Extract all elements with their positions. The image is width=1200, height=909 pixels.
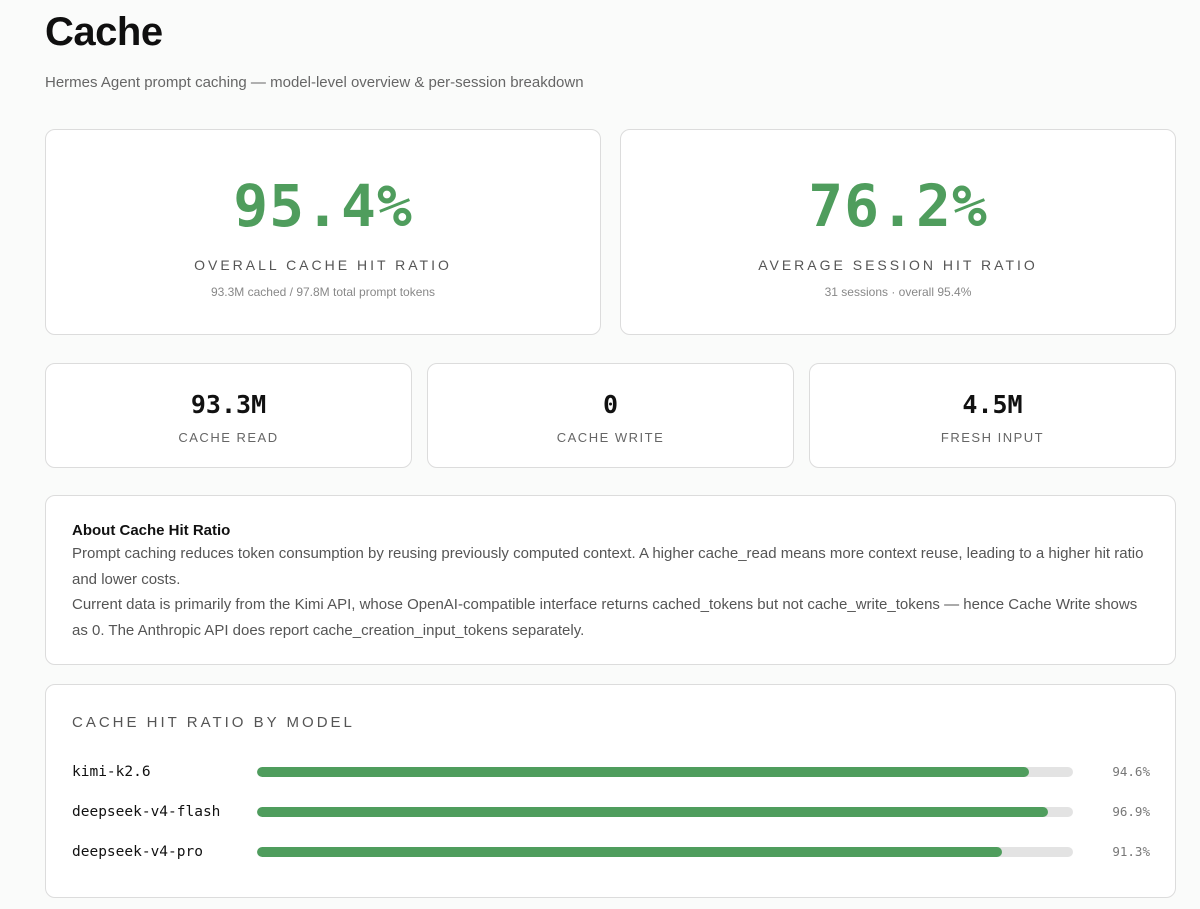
overall-hit-ratio-detail: 93.3M cached / 97.8M total prompt tokens (210, 285, 436, 299)
cache-write-value: 0 (602, 390, 619, 419)
fresh-input-value: 4.5M (962, 390, 1023, 419)
page-title: Cache (45, 10, 163, 54)
fresh-input-label: FRESH INPUT (940, 430, 1045, 445)
hit-ratio-bar-track (257, 767, 1073, 777)
session-hit-ratio-card: 76.2% AVERAGE SESSION HIT RATIO 31 sessi… (620, 129, 1176, 335)
hit-ratio-bar-track (257, 847, 1073, 857)
hit-ratio-percent: 91.3% (1112, 844, 1150, 859)
about-body: Prompt caching reduces token consumption… (72, 541, 1151, 643)
overall-hit-ratio-value: 95.4% (233, 172, 413, 240)
cache-write-label: CACHE WRITE (556, 430, 665, 445)
cache-read-label: CACHE READ (178, 430, 279, 445)
about-title: About Cache Hit Ratio (72, 522, 231, 539)
hit-ratio-bar-track (257, 807, 1073, 817)
model-name: deepseek-v4-pro (72, 844, 203, 860)
about-paragraph: Current data is primarily from the Kimi … (72, 596, 1138, 639)
session-hit-ratio-detail: 31 sessions · overall 95.4% (824, 285, 972, 299)
page-subtitle: Hermes Agent prompt caching — model-leve… (45, 74, 584, 91)
session-hit-ratio-value: 76.2% (808, 172, 988, 240)
cache-write-card: 0 CACHE WRITE (427, 363, 794, 468)
overall-hit-ratio-card: 95.4% OVERALL CACHE HIT RATIO 93.3M cach… (45, 129, 601, 335)
cache-read-card: 93.3M CACHE READ (45, 363, 412, 468)
hit-ratio-bar (257, 847, 1002, 857)
model-row: deepseek-v4-pro 91.3% (46, 841, 1175, 863)
about-paragraph: Prompt caching reduces token consumption… (72, 545, 1144, 588)
session-hit-ratio-label: AVERAGE SESSION HIT RATIO (758, 257, 1038, 273)
hit-ratio-bar (257, 807, 1048, 817)
overall-hit-ratio-label: OVERALL CACHE HIT RATIO (194, 257, 452, 273)
hit-ratio-percent: 94.6% (1112, 764, 1150, 779)
about-cache-hit-ratio-card: About Cache Hit Ratio Prompt caching red… (45, 495, 1176, 665)
model-row: kimi-k2.6 94.6% (46, 761, 1175, 783)
fresh-input-card: 4.5M FRESH INPUT (809, 363, 1176, 468)
hit-ratio-by-model-title: CACHE HIT RATIO BY MODEL (72, 714, 355, 731)
model-row: deepseek-v4-flash 96.9% (46, 801, 1175, 823)
model-name: deepseek-v4-flash (72, 804, 221, 820)
hit-ratio-by-model-card: CACHE HIT RATIO BY MODEL kimi-k2.6 94.6%… (45, 684, 1176, 898)
hit-ratio-bar (257, 767, 1029, 777)
model-name: kimi-k2.6 (72, 764, 151, 780)
cache-read-value: 93.3M (190, 390, 267, 419)
hit-ratio-percent: 96.9% (1112, 804, 1150, 819)
